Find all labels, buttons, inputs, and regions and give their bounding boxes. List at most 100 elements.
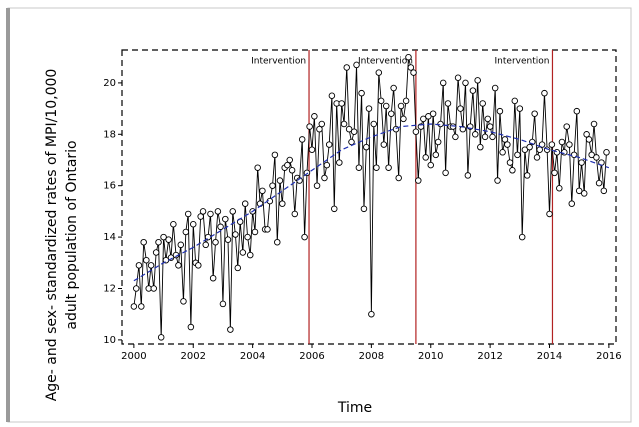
y-tick-label: 18 [103,129,116,140]
point [375,69,383,76]
y-axis-title: adult population of Ontario [64,140,80,329]
point [316,125,323,133]
point [442,169,449,177]
point [370,120,378,128]
point [459,125,467,133]
point [541,89,548,97]
point [328,92,336,99]
point [269,182,276,189]
point [472,131,479,138]
point [199,208,207,215]
series-line [133,57,607,338]
point [420,115,427,123]
x-tick-label: 2000 [121,351,146,362]
point [251,228,259,236]
point [477,143,484,151]
point [152,249,160,256]
point [400,115,407,123]
point [259,187,266,195]
point [323,161,331,169]
point [138,303,145,310]
trend-line [133,123,610,282]
point [140,238,147,246]
point [509,167,516,174]
point [227,326,234,333]
point [271,151,279,159]
point [439,79,447,87]
point [348,138,355,146]
point [284,161,291,169]
point [469,87,477,94]
point [234,264,242,272]
point [452,133,459,141]
point [180,298,187,305]
point [407,64,415,71]
point [214,208,222,215]
point [338,100,345,107]
point [254,164,261,171]
point [331,205,338,213]
point [130,303,138,310]
x-tick-label: 2006 [299,351,324,362]
intervention-label: Intervention [495,57,550,67]
point [274,238,281,246]
point [350,128,358,135]
point [434,138,442,146]
point [301,233,308,241]
point [538,141,546,148]
point [345,125,353,133]
point [600,187,608,195]
point [479,100,486,107]
point [462,79,469,87]
x-tick-label: 2004 [240,351,265,362]
point [264,226,271,233]
point [197,213,204,220]
point [566,141,573,148]
point [585,136,593,143]
intervention-label: Intervention [358,57,413,67]
point [388,110,395,117]
point [325,141,333,148]
point [143,256,150,264]
point [432,151,440,159]
point [410,69,417,76]
y-tick-label: 20 [103,78,116,89]
point [355,164,363,171]
point [239,249,247,256]
point [548,141,556,148]
point [343,64,350,71]
point [207,210,214,218]
point [484,115,492,123]
point [150,285,158,292]
point [422,154,429,161]
point [298,136,306,143]
point [561,149,568,156]
point [276,177,284,184]
point [427,161,435,169]
point [412,128,420,135]
point [219,300,227,308]
point [514,151,521,159]
point [568,200,576,207]
y-tick-label: 12 [103,283,116,294]
x-tick-label: 2014 [537,351,562,362]
point [523,172,531,179]
point [390,84,397,92]
point [563,123,570,130]
point [363,143,370,151]
point [501,136,509,143]
point [553,149,561,156]
point [160,233,167,241]
point [546,210,553,218]
point [187,323,195,331]
point [590,120,598,128]
point [415,177,422,184]
point [531,110,538,117]
point [368,310,375,318]
point [244,233,251,241]
point [496,107,504,115]
point [603,149,610,156]
point [457,105,464,112]
point [429,110,437,117]
point [365,105,373,112]
